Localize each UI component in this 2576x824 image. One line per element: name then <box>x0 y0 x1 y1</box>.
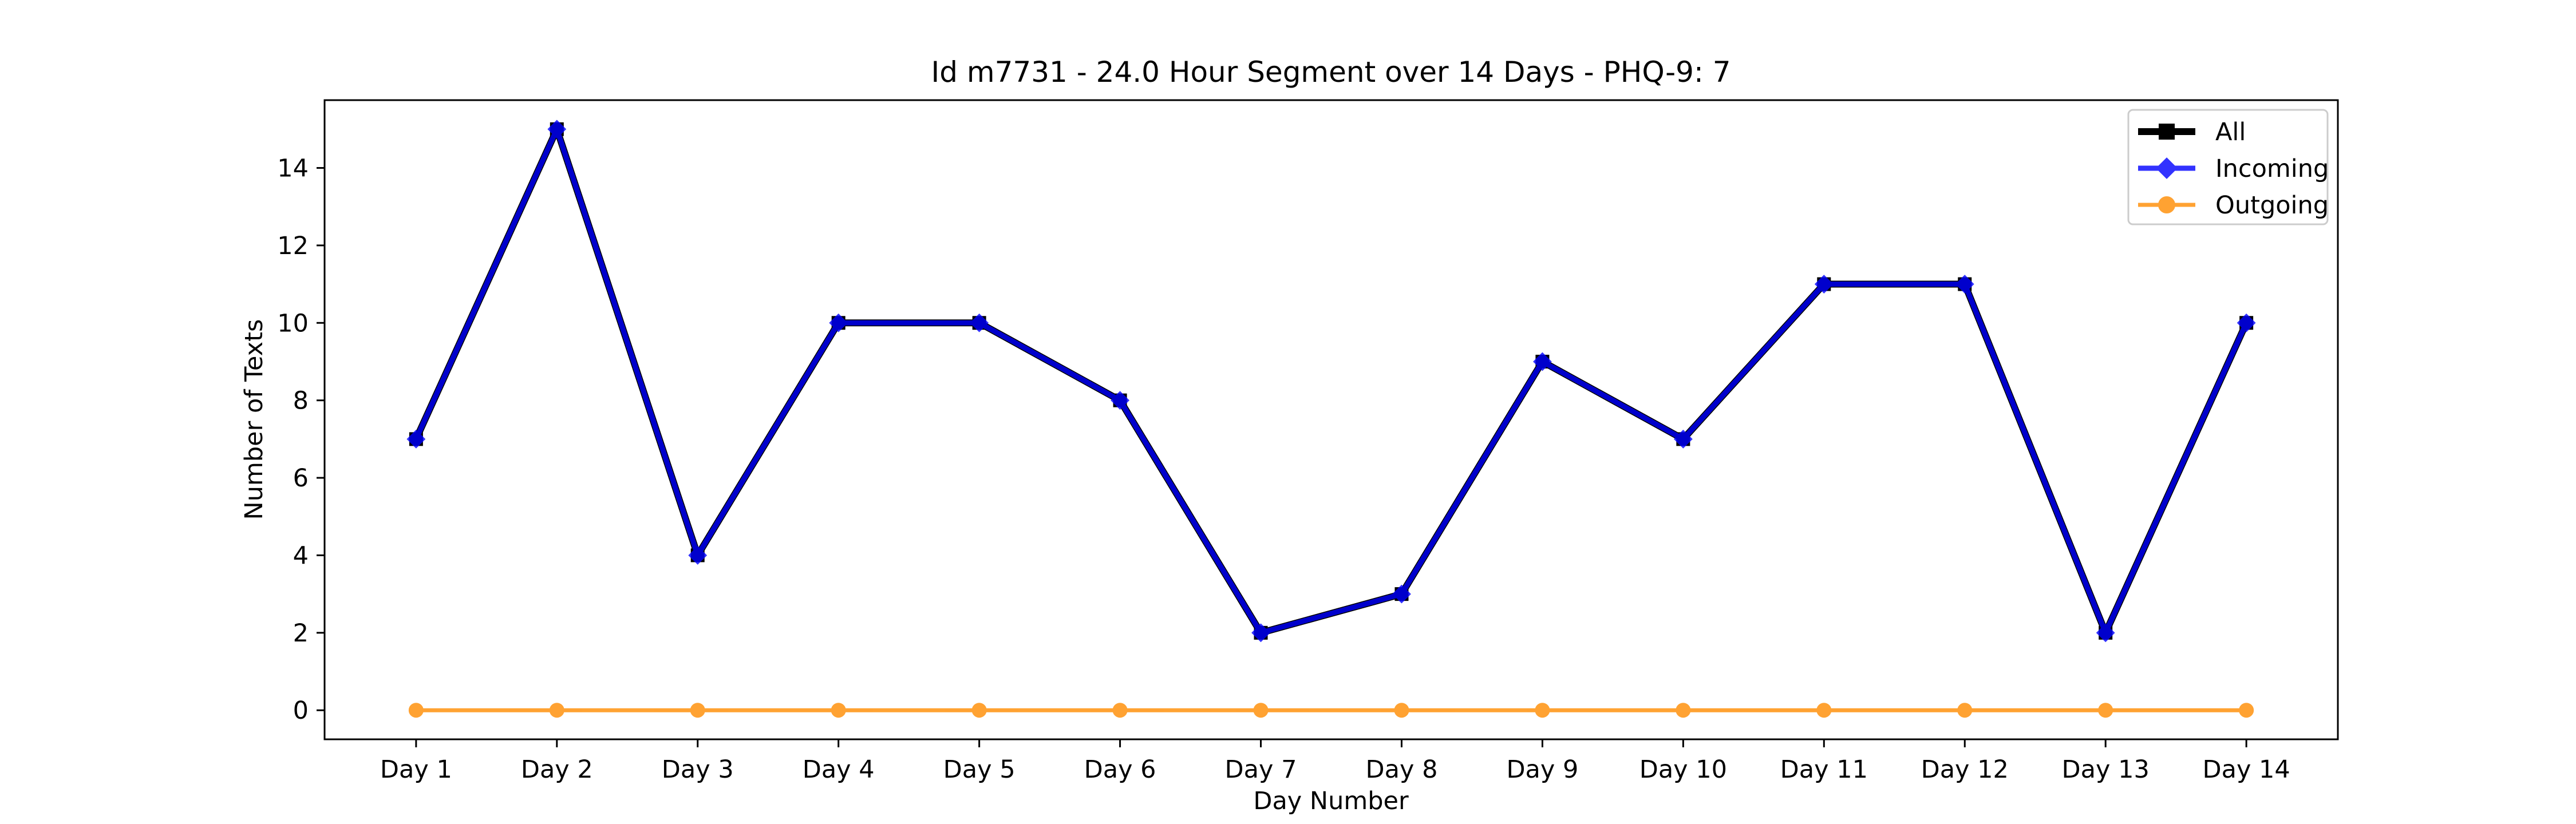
series-outgoing <box>408 703 2254 718</box>
x-axis-ticks: Day 1 Day 2 Day 3 Day 4 Day 5 Day 6 Day 7 Day 8… <box>380 739 2290 784</box>
y-axis-ticks: 0 2 4 6 8 10 12 14 <box>277 154 325 725</box>
x-tick-label: Day 4 <box>803 755 875 784</box>
data-point <box>549 703 564 718</box>
data-point <box>688 546 708 565</box>
data-point <box>1673 429 1693 449</box>
data-point <box>1392 584 1411 604</box>
data-point <box>2239 703 2254 718</box>
legend-label: Incoming <box>2215 154 2329 183</box>
legend-box <box>2127 109 2329 225</box>
x-tick-label: Day 8 <box>1366 755 1438 784</box>
legend-label: All <box>2215 118 2246 146</box>
x-tick-label: Day 12 <box>1921 755 2009 784</box>
legend-marker <box>2158 196 2175 213</box>
legend-marker <box>2156 157 2178 179</box>
data-point <box>547 120 567 139</box>
data-point <box>2237 313 2256 332</box>
data-point <box>1112 703 1128 718</box>
y-tick-label: 14 <box>277 154 309 183</box>
x-axis-label: Day Number <box>1253 787 1409 815</box>
data-point <box>831 703 846 718</box>
data-point <box>690 703 705 718</box>
data-point <box>1535 703 1550 718</box>
x-tick-label: Day 3 <box>662 755 734 784</box>
data-point <box>1111 391 1129 410</box>
data-point <box>1814 275 1834 294</box>
legend-entry: Incoming <box>2138 154 2329 183</box>
data-point <box>1957 703 1973 718</box>
legend-swatch <box>2138 124 2195 140</box>
series-line <box>413 126 2249 636</box>
series-incoming <box>406 120 2256 643</box>
data-point <box>2096 623 2115 643</box>
data-point <box>971 703 987 718</box>
x-tick-label: Day 1 <box>380 755 452 784</box>
legend-swatch <box>2138 196 2195 213</box>
data-point <box>1816 703 1832 718</box>
x-tick-label: Day 11 <box>1780 755 1868 784</box>
x-tick-label: Day 6 <box>1084 755 1156 784</box>
x-tick-label: Day 14 <box>2202 755 2290 784</box>
y-tick-label: 10 <box>277 309 309 338</box>
y-tick-label: 8 <box>293 387 309 415</box>
series-layer <box>406 120 2256 718</box>
data-point <box>406 429 426 449</box>
legend-marker <box>2159 124 2175 140</box>
y-tick-label: 0 <box>293 696 309 725</box>
data-point <box>2098 703 2113 718</box>
y-tick-label: 4 <box>293 541 309 570</box>
legend: All Incoming Outgoing <box>2127 109 2329 225</box>
x-tick-label: Day 2 <box>521 755 593 784</box>
legend-label: Outgoing <box>2215 191 2329 220</box>
legend-swatch <box>2138 157 2195 179</box>
x-tick-label: Day 7 <box>1225 755 1297 784</box>
legend-entry: Outgoing <box>2138 191 2329 220</box>
data-point <box>1253 703 1269 718</box>
data-point <box>1533 352 1552 371</box>
y-axis-label: Number of Texts <box>240 319 268 520</box>
x-tick-label: Day 5 <box>943 755 1016 784</box>
data-point <box>408 703 424 718</box>
x-tick-label: Day 9 <box>1506 755 1578 784</box>
data-point <box>1394 703 1409 718</box>
chart-title: Id m7731 - 24.0 Hour Segment over 14 Day… <box>931 56 1730 89</box>
x-tick-label: Day 10 <box>1639 755 1727 784</box>
data-point <box>970 313 989 332</box>
data-point <box>1676 703 1691 718</box>
y-tick-label: 2 <box>293 619 309 648</box>
legend-entry: All <box>2138 118 2246 146</box>
data-point <box>1955 275 1974 294</box>
y-tick-label: 12 <box>277 232 309 260</box>
y-tick-label: 6 <box>293 464 309 493</box>
plot-area-frame <box>323 99 2339 740</box>
x-tick-label: Day 13 <box>2062 755 2150 784</box>
data-point <box>1251 623 1270 643</box>
data-point <box>829 313 848 332</box>
